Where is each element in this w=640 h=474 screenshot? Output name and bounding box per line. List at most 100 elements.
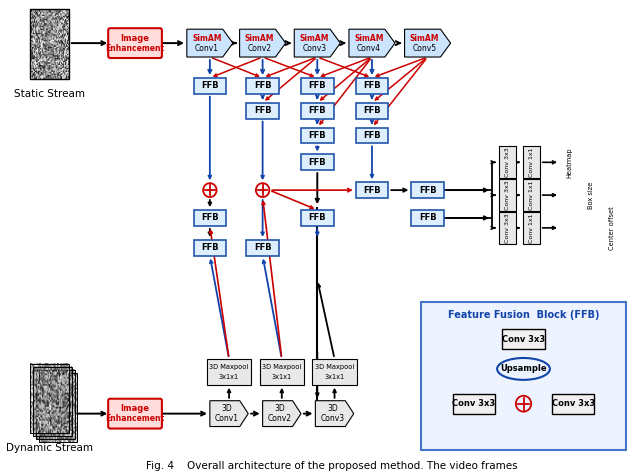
Text: Conv3: Conv3 (302, 44, 326, 53)
Text: Conv2: Conv2 (268, 414, 292, 423)
Text: FFB: FFB (254, 82, 271, 91)
Polygon shape (404, 29, 451, 57)
FancyBboxPatch shape (207, 359, 251, 385)
Text: Conv 3x3: Conv 3x3 (505, 147, 509, 177)
Text: Enhancement: Enhancement (106, 44, 164, 53)
FancyBboxPatch shape (522, 146, 540, 178)
FancyBboxPatch shape (412, 210, 444, 226)
FancyBboxPatch shape (499, 212, 516, 244)
Text: FFB: FFB (308, 106, 326, 115)
Text: SimAM: SimAM (410, 34, 440, 43)
FancyBboxPatch shape (260, 359, 304, 385)
Polygon shape (262, 401, 301, 427)
Text: 3D: 3D (327, 404, 338, 413)
Text: 3x1x1: 3x1x1 (272, 374, 292, 380)
FancyBboxPatch shape (246, 103, 279, 118)
Text: SimAM: SimAM (300, 34, 329, 43)
FancyBboxPatch shape (301, 128, 333, 144)
Text: Conv 1x1: Conv 1x1 (529, 213, 534, 243)
Text: 3D: 3D (221, 404, 232, 413)
Text: Image: Image (120, 34, 150, 43)
Text: SimAM: SimAM (355, 34, 384, 43)
Text: Conv 3x3: Conv 3x3 (505, 180, 509, 210)
Text: Upsample: Upsample (500, 365, 547, 374)
FancyBboxPatch shape (502, 329, 545, 349)
Text: Dynamic Stream: Dynamic Stream (6, 443, 93, 454)
FancyBboxPatch shape (356, 78, 388, 94)
Text: FFB: FFB (363, 186, 381, 195)
Text: Conv4: Conv4 (357, 44, 381, 53)
FancyBboxPatch shape (301, 103, 333, 118)
FancyBboxPatch shape (312, 359, 356, 385)
FancyBboxPatch shape (552, 394, 595, 414)
Text: FFB: FFB (363, 106, 381, 115)
Text: 3D Maxpool: 3D Maxpool (209, 364, 249, 370)
FancyBboxPatch shape (246, 240, 279, 255)
Text: Conv5: Conv5 (413, 44, 436, 53)
FancyBboxPatch shape (193, 240, 226, 255)
FancyBboxPatch shape (301, 155, 333, 170)
Text: FFB: FFB (419, 186, 436, 195)
Text: 3D Maxpool: 3D Maxpool (262, 364, 301, 370)
Polygon shape (187, 29, 233, 57)
FancyBboxPatch shape (452, 394, 495, 414)
Text: Center offset: Center offset (609, 206, 615, 250)
Text: FFB: FFB (201, 82, 219, 91)
Text: Conv3: Conv3 (321, 414, 345, 423)
Text: Image: Image (120, 404, 150, 413)
Text: Conv 3x3: Conv 3x3 (502, 335, 545, 344)
FancyBboxPatch shape (193, 210, 226, 226)
FancyBboxPatch shape (108, 28, 162, 58)
Text: FFB: FFB (308, 158, 326, 167)
Text: 3D: 3D (275, 404, 285, 413)
FancyBboxPatch shape (522, 212, 540, 244)
Text: Conv 1x1: Conv 1x1 (529, 180, 534, 210)
FancyBboxPatch shape (421, 302, 626, 450)
Text: Enhancement: Enhancement (106, 414, 164, 423)
Text: Conv 3x3: Conv 3x3 (505, 213, 509, 243)
Text: FFB: FFB (308, 131, 326, 140)
Text: Fig. 4    Overall architecture of the proposed method. The video frames: Fig. 4 Overall architecture of the propo… (146, 461, 518, 471)
FancyBboxPatch shape (246, 78, 279, 94)
FancyBboxPatch shape (356, 182, 388, 198)
Text: FFB: FFB (308, 213, 326, 222)
Text: Conv 1x1: Conv 1x1 (529, 147, 534, 177)
Text: 3D Maxpool: 3D Maxpool (315, 364, 354, 370)
Text: SimAM: SimAM (245, 34, 275, 43)
FancyBboxPatch shape (193, 78, 226, 94)
Polygon shape (316, 401, 354, 427)
Text: FFB: FFB (363, 82, 381, 91)
FancyBboxPatch shape (499, 146, 516, 178)
FancyBboxPatch shape (356, 103, 388, 118)
Text: Static Stream: Static Stream (14, 89, 85, 99)
Text: Conv 3x3: Conv 3x3 (552, 399, 595, 408)
Text: FFB: FFB (201, 213, 219, 222)
Text: 3x1x1: 3x1x1 (324, 374, 344, 380)
Text: Heatmap: Heatmap (566, 147, 573, 178)
Text: FFB: FFB (363, 131, 381, 140)
Polygon shape (294, 29, 340, 57)
FancyBboxPatch shape (301, 210, 333, 226)
Text: FFB: FFB (419, 213, 436, 222)
Text: FFB: FFB (254, 106, 271, 115)
Text: FFB: FFB (254, 243, 271, 252)
Text: Conv2: Conv2 (248, 44, 272, 53)
FancyBboxPatch shape (108, 399, 162, 428)
FancyBboxPatch shape (356, 128, 388, 144)
FancyBboxPatch shape (412, 182, 444, 198)
Text: Conv1: Conv1 (215, 414, 239, 423)
Text: SimAM: SimAM (192, 34, 221, 43)
Polygon shape (210, 401, 248, 427)
Text: Conv1: Conv1 (195, 44, 219, 53)
Polygon shape (239, 29, 285, 57)
FancyBboxPatch shape (499, 179, 516, 211)
Text: FFB: FFB (308, 82, 326, 91)
FancyBboxPatch shape (522, 179, 540, 211)
Text: Box size: Box size (588, 182, 594, 209)
Text: FFB: FFB (201, 243, 219, 252)
FancyBboxPatch shape (301, 78, 333, 94)
Polygon shape (349, 29, 395, 57)
Text: Conv 3x3: Conv 3x3 (452, 399, 495, 408)
Text: 3x1x1: 3x1x1 (219, 374, 239, 380)
Text: Feature Fusion  Block (FFB): Feature Fusion Block (FFB) (448, 310, 599, 320)
